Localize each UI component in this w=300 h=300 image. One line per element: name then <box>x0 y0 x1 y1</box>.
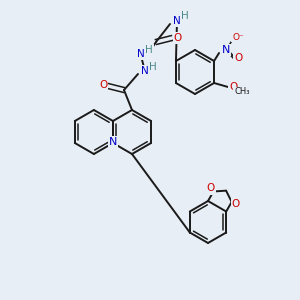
Text: O: O <box>234 53 242 63</box>
Text: H: H <box>181 11 189 21</box>
Text: CH₃: CH₃ <box>234 88 250 97</box>
Text: N: N <box>137 49 145 59</box>
Text: H: H <box>145 45 153 55</box>
Text: N: N <box>109 137 117 147</box>
Text: N: N <box>222 45 230 55</box>
Text: H: H <box>149 62 157 72</box>
Text: O: O <box>174 33 182 43</box>
Text: O: O <box>232 199 240 209</box>
Text: O: O <box>99 80 107 90</box>
Text: O⁻: O⁻ <box>232 32 244 41</box>
Text: O: O <box>206 184 214 194</box>
Text: N: N <box>173 16 181 26</box>
Text: O: O <box>229 82 237 92</box>
Text: N: N <box>141 66 149 76</box>
